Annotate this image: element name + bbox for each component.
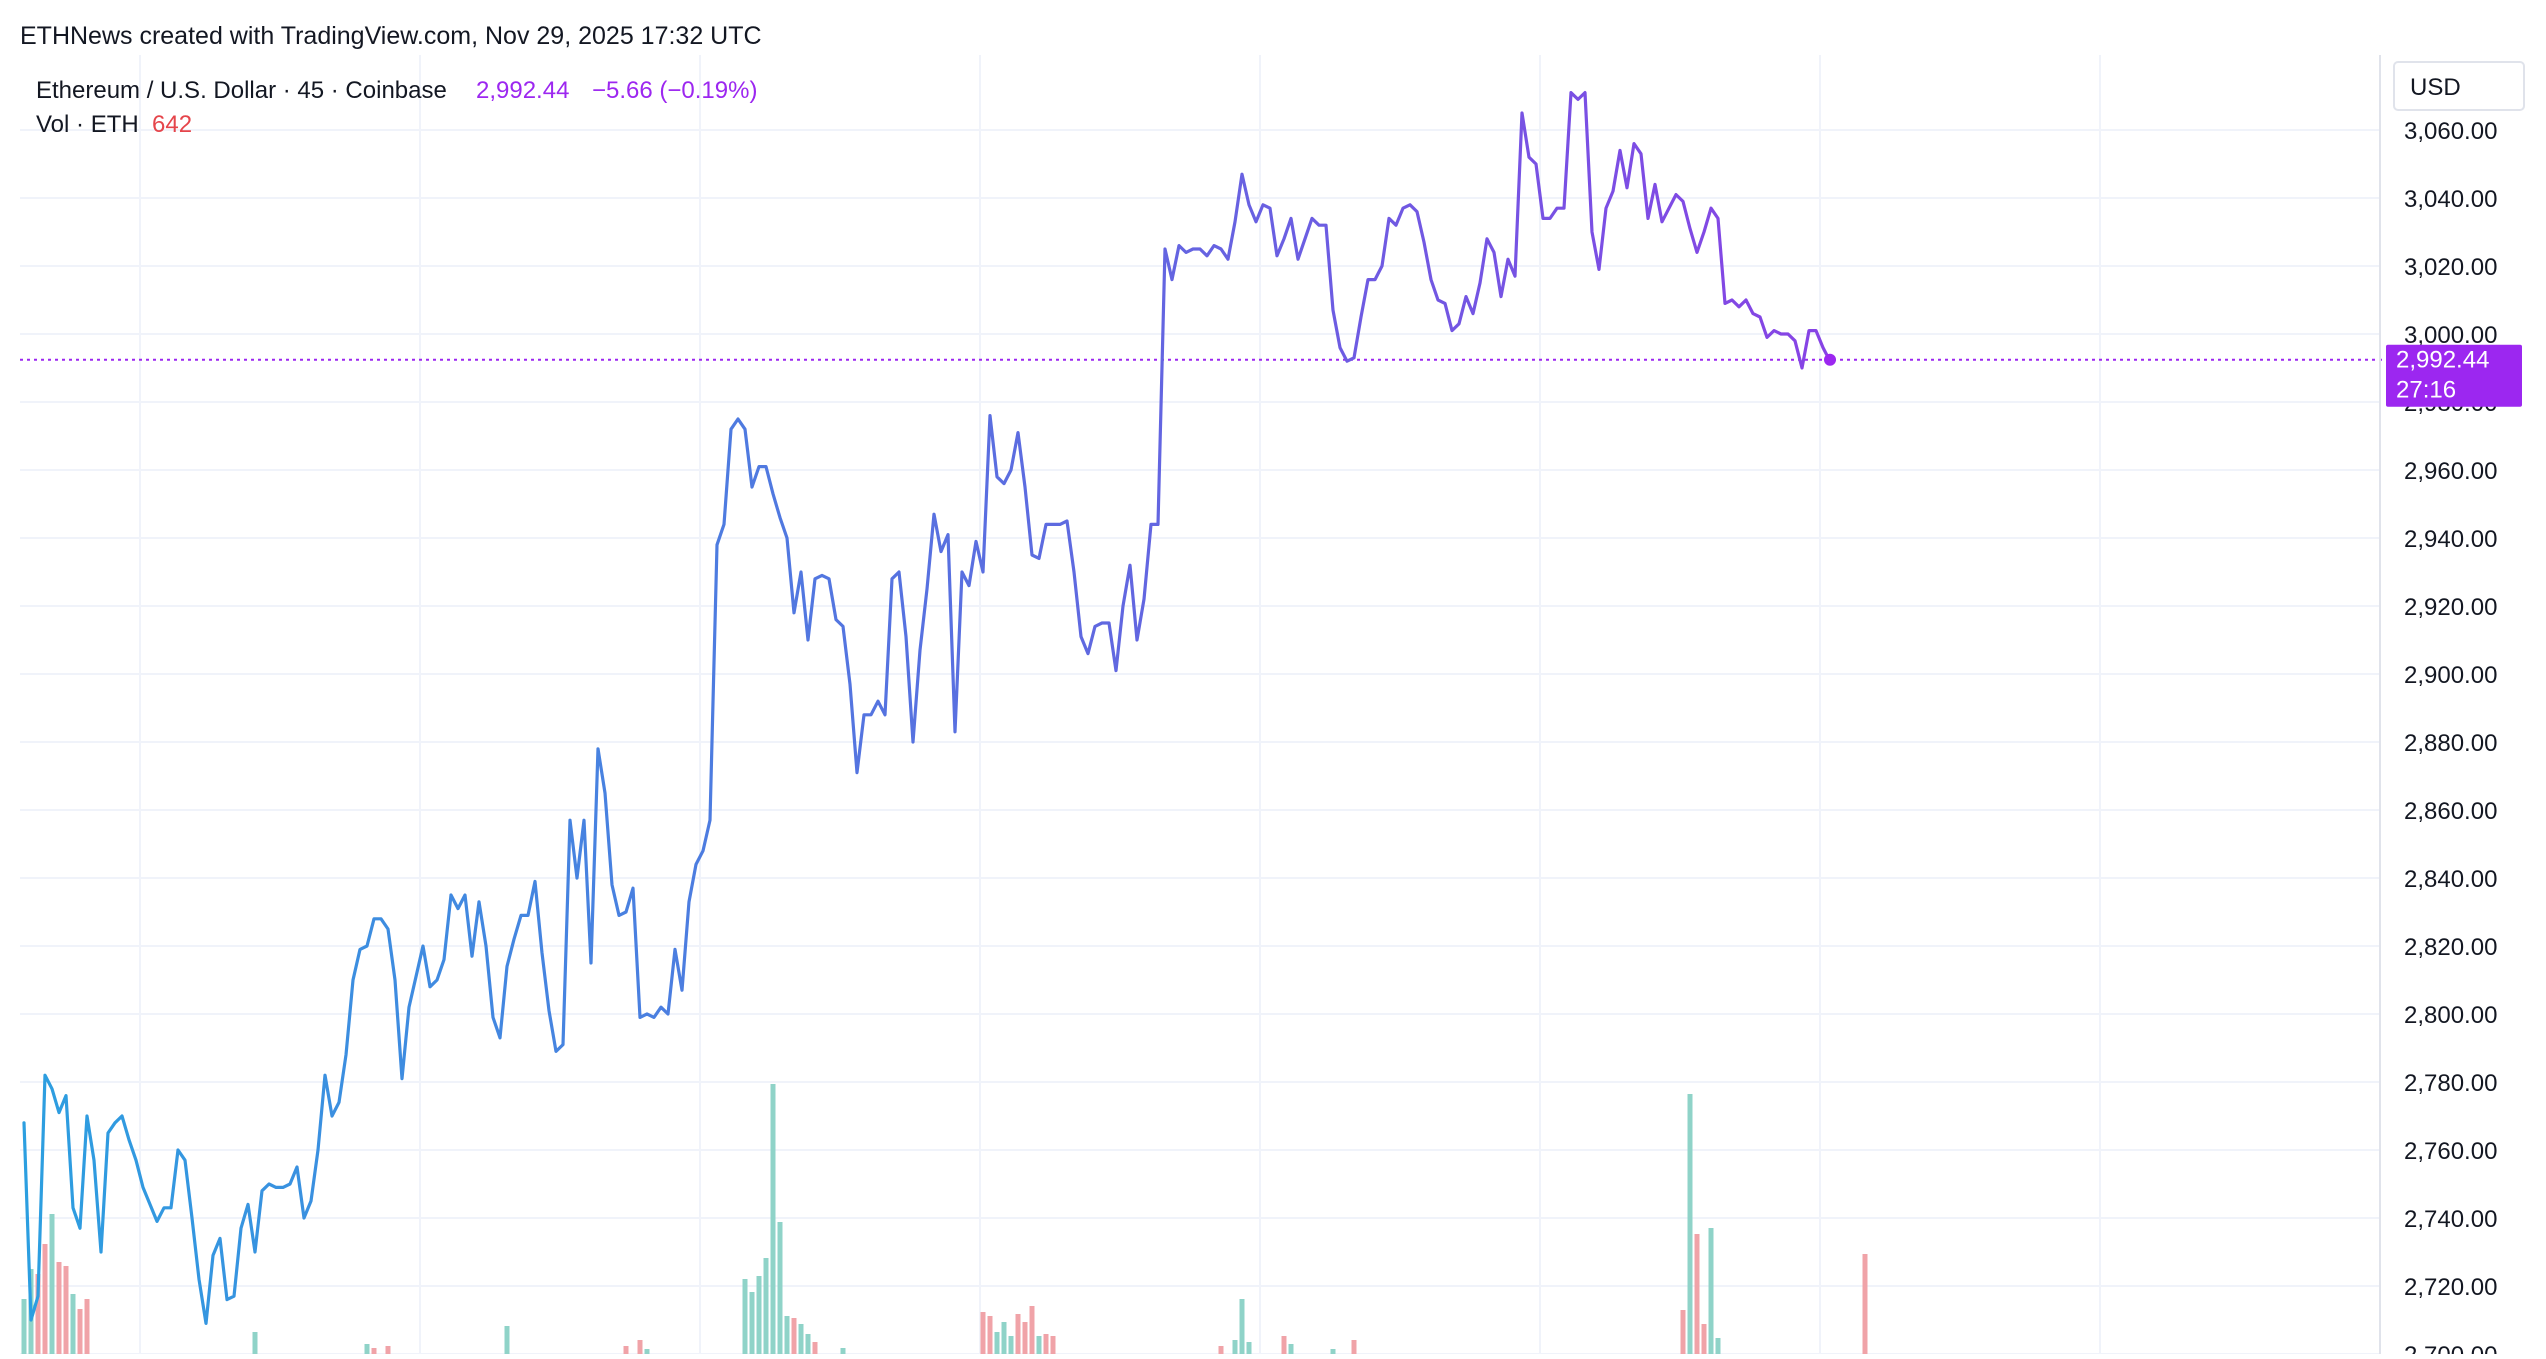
volume-bar (1330, 1349, 1336, 1354)
volume-bar (1036, 1336, 1042, 1354)
volume-bar (1043, 1334, 1049, 1354)
volume-bar (1015, 1314, 1021, 1354)
y-tick-label: 3,060.00 (2404, 118, 2497, 145)
volume-bar (1246, 1342, 1252, 1354)
y-tick-label: 2,860.00 (2404, 798, 2497, 825)
volume-bar (812, 1342, 818, 1354)
volume-bar (21, 1299, 27, 1354)
volume-bar (623, 1346, 629, 1354)
volume-bar (644, 1349, 650, 1354)
volume-bar (1281, 1336, 1287, 1354)
volume-bar (1029, 1306, 1035, 1354)
volume-bar (252, 1332, 258, 1354)
volume-bar (1008, 1336, 1014, 1354)
y-tick-label: 2,780.00 (2404, 1070, 2497, 1097)
price-series-line (22, 91, 1832, 1325)
y-tick-label: 2,920.00 (2404, 594, 2497, 621)
volume-bar (1232, 1340, 1238, 1354)
y-tick-label: 3,000.00 (2404, 322, 2497, 349)
volume-bar (798, 1324, 804, 1354)
price-axis: 2,700.00 2,720.00 2,740.00 2,760.00 2,780.00… (2404, 118, 2497, 1359)
volume-bar (637, 1340, 643, 1354)
volume-bar (1022, 1322, 1028, 1354)
volume-bar (791, 1318, 797, 1354)
header-caption: ETHNews created with TradingView.com, No… (20, 22, 762, 50)
volume-bar (763, 1258, 769, 1354)
volume-bar (1218, 1346, 1224, 1354)
last-price-dot (1824, 353, 1836, 366)
volume-bar (1351, 1340, 1357, 1354)
volume-bar (840, 1348, 846, 1354)
volume-bar (385, 1346, 391, 1354)
volume-bar (1050, 1336, 1056, 1354)
volume-bar (504, 1326, 510, 1354)
volume-bar (742, 1279, 748, 1354)
legend: Ethereum / U.S. Dollar · 45 · Coinbase 2… (36, 77, 757, 138)
volume-bar (994, 1332, 1000, 1354)
y-tick-label: 2,900.00 (2404, 662, 2497, 689)
y-tick-label: 2,740.00 (2404, 1206, 2497, 1233)
grid (20, 55, 2380, 1355)
volume-bar (56, 1262, 62, 1354)
volume-bar (980, 1312, 986, 1354)
volume-bar (1687, 1094, 1693, 1354)
volume-bar (756, 1276, 762, 1354)
price-tag: 2,992.44 27:16 (2386, 344, 2522, 407)
legend-symbol[interactable]: Ethereum / U.S. Dollar · 45 · Coinbase (36, 77, 447, 104)
y-tick-label: 2,880.00 (2404, 730, 2497, 757)
volume-bar (770, 1084, 776, 1354)
volume-bar (1715, 1338, 1721, 1354)
y-tick-label: 2,960.00 (2404, 458, 2497, 485)
volume-bar (1239, 1299, 1245, 1354)
volume-bar (777, 1222, 783, 1354)
price-tag-countdown: 27:16 (2396, 377, 2456, 404)
currency-box[interactable] (2393, 61, 2525, 111)
legend-price: 2,992.44 (476, 77, 569, 104)
volume-bar (1001, 1322, 1007, 1354)
volume-bar (1862, 1254, 1868, 1354)
y-tick-label: 2,800.00 (2404, 1002, 2497, 1029)
volume-bar (364, 1344, 370, 1354)
volume-bar (70, 1294, 76, 1354)
volume-bar (63, 1266, 69, 1354)
volume-bar (77, 1309, 83, 1354)
legend-volume-label[interactable]: Vol · ETH (36, 111, 139, 138)
legend-volume-value: 642 (152, 111, 192, 138)
currency-label: USD (2410, 74, 2461, 101)
y-tick-label: 3,040.00 (2404, 186, 2497, 213)
y-tick-label: 2,720.00 (2404, 1274, 2497, 1301)
volume-bar (987, 1316, 993, 1354)
price-tag-background (2386, 344, 2522, 407)
legend-change: −5.66 (−0.19%) (592, 77, 757, 104)
volume-bar (784, 1316, 790, 1354)
volume-bar (805, 1334, 811, 1354)
volume-bar (1680, 1310, 1686, 1354)
volume-bar (1708, 1228, 1714, 1354)
y-tick-label: 2,840.00 (2404, 866, 2497, 893)
y-tick-label: 2,820.00 (2404, 934, 2497, 961)
price-tag-value: 2,992.44 (2396, 347, 2489, 374)
y-tick-label: 2,940.00 (2404, 526, 2497, 553)
volume-bar (42, 1244, 48, 1354)
volume-bar (1701, 1324, 1707, 1354)
y-tick-label: 3,020.00 (2404, 254, 2497, 281)
volume-bar (749, 1292, 755, 1354)
y-tick-label: 2,700.00 (2404, 1342, 2497, 1354)
y-tick-label: 2,760.00 (2404, 1138, 2497, 1165)
volume-bar (84, 1299, 90, 1354)
volume-bar (1288, 1344, 1294, 1354)
volume-bar (371, 1348, 377, 1354)
volume-bar (49, 1214, 55, 1354)
volume-bar (1694, 1234, 1700, 1354)
volume-bar (35, 1274, 41, 1354)
